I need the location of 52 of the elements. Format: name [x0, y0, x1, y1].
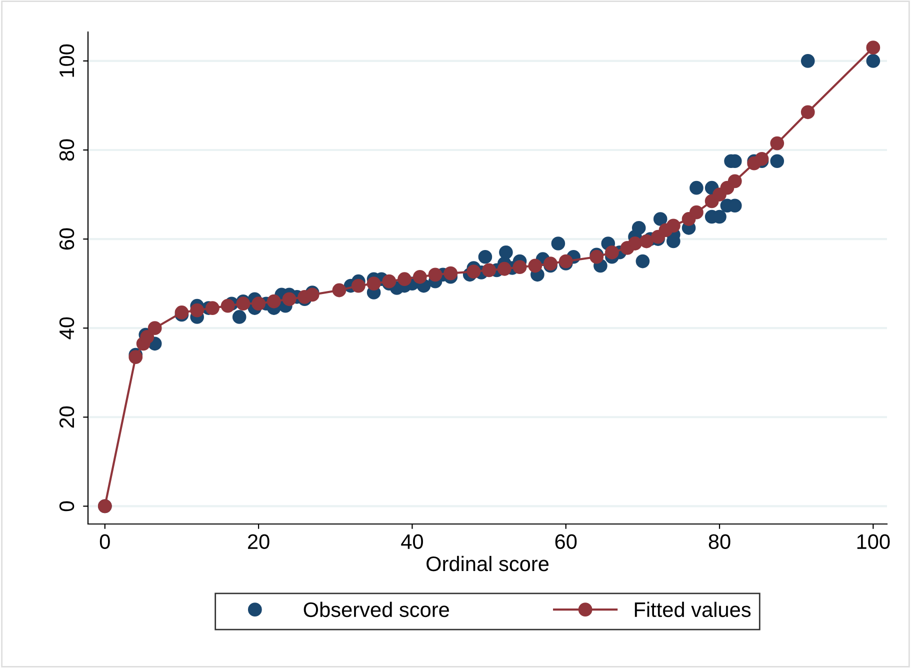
point [382, 274, 396, 288]
x-tick-label: 60 [555, 534, 577, 550]
point [544, 256, 558, 270]
point [690, 205, 704, 220]
point [728, 174, 742, 188]
y-tick-label: 80 [59, 139, 74, 161]
x-tick-label: 20 [248, 534, 270, 550]
point [190, 303, 204, 318]
point [640, 234, 654, 248]
point [512, 260, 527, 274]
point [282, 292, 296, 306]
point [366, 276, 381, 291]
y-tick-label: 40 [59, 317, 74, 340]
point [428, 268, 442, 282]
point [398, 272, 412, 286]
point [528, 258, 542, 273]
x-tick-label: 0 [100, 534, 110, 550]
legend-label: Fitted values [634, 602, 751, 618]
point [220, 298, 235, 313]
legend-label: Observed score [304, 602, 449, 618]
point [206, 301, 220, 315]
point [628, 236, 642, 250]
point [497, 262, 512, 276]
point [266, 294, 281, 308]
point [140, 330, 154, 344]
point [174, 306, 189, 320]
point [128, 350, 143, 364]
y-tick-label: 60 [59, 228, 74, 250]
point [770, 136, 784, 150]
point [332, 283, 346, 298]
point [148, 321, 162, 336]
x-tick-label: 40 [401, 534, 423, 550]
point [305, 288, 320, 302]
point [252, 296, 266, 311]
point [866, 40, 880, 55]
point [800, 105, 815, 120]
point [605, 245, 619, 260]
x-axis-title: Ordinal score [426, 556, 549, 572]
y-tick-label: 100 [59, 44, 74, 77]
x-tick-label: 80 [708, 534, 730, 550]
point [666, 218, 680, 233]
point [412, 270, 427, 284]
y-tick-label: 20 [59, 406, 74, 428]
point [466, 264, 481, 278]
y-tick-label: 0 [59, 501, 74, 512]
point [444, 266, 458, 280]
point [558, 254, 573, 268]
point [351, 278, 366, 293]
point [482, 263, 496, 278]
x-tick-label: 100 [857, 534, 890, 550]
point [754, 152, 769, 166]
point [236, 296, 250, 311]
